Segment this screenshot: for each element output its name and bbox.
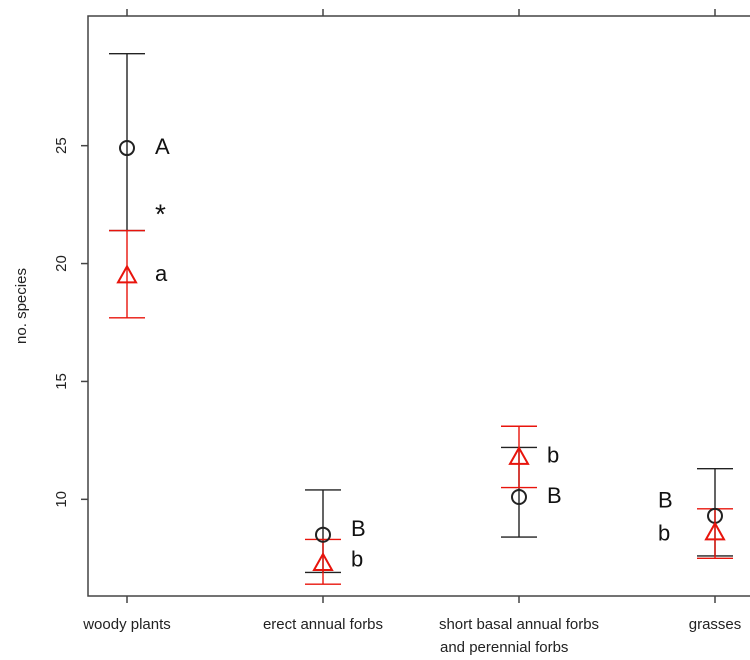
- significance-letter: A: [155, 134, 170, 159]
- significance-letter: B: [351, 516, 366, 541]
- markers: [116, 140, 726, 571]
- data-point-circle: [119, 140, 135, 157]
- y-tick-label: 20: [53, 255, 70, 272]
- significance-letter: b: [658, 521, 670, 546]
- x-category-label: erect annual forbs: [263, 616, 383, 633]
- significance-letter: b: [351, 546, 363, 571]
- y-tick-label: 25: [53, 137, 70, 154]
- data-point-triangle: [508, 445, 530, 465]
- x-category-label: woody plants: [82, 616, 171, 633]
- plot-frame: [87, 15, 750, 597]
- axes: 10 15 20 25 woody plants erect annual forbs sh…: [53, 9, 741, 656]
- data-point-triangle: [116, 264, 138, 284]
- significance-letter: *: [155, 199, 166, 230]
- y-tick-label: 15: [53, 373, 70, 390]
- error-bars: [109, 53, 733, 585]
- x-category-label: short basal annual forbs: [439, 616, 599, 633]
- significance-letter: b: [547, 443, 559, 468]
- data-point-circle: [315, 526, 331, 543]
- x-category-label: grasses: [689, 616, 742, 633]
- data-point-triangle: [704, 521, 726, 541]
- x-category-label: and perennial forbs: [440, 639, 568, 656]
- y-tick-label: 10: [53, 491, 70, 508]
- significance-letter: a: [155, 261, 168, 286]
- significance-letter: B: [547, 483, 562, 508]
- data-point-triangle: [312, 551, 334, 571]
- significance-letter: B: [658, 488, 673, 513]
- data-point-circle: [511, 488, 527, 505]
- y-axis-title: no. species: [13, 268, 30, 344]
